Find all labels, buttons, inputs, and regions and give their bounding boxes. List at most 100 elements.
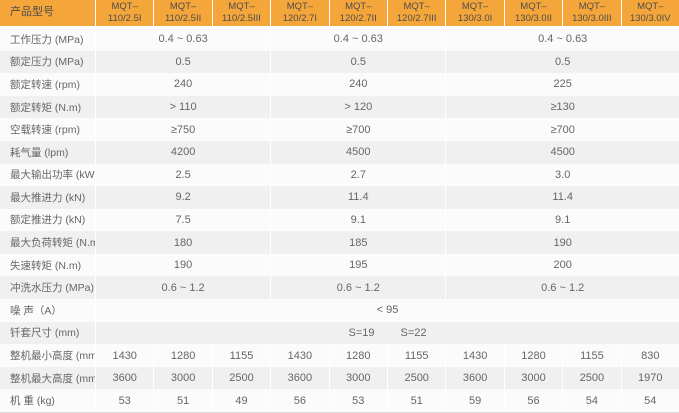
row-label: 最大负荷转矩 (N.m) <box>10 237 95 250</box>
model-prefix: MQT– <box>461 1 489 13</box>
spec-value-group: ≥130 <box>445 95 679 119</box>
table-row: 额定转矩 (N.m) > 110 > 120 ≥130 <box>0 95 679 119</box>
spec-value: 3600 <box>95 366 153 390</box>
spec-value-full: < 95 <box>95 299 679 322</box>
model-suffix: 130/3.0IV <box>629 13 671 24</box>
spec-value-group: 2.5 <box>95 163 270 187</box>
spec-value-group: 4200 <box>95 140 270 164</box>
spec-value-group: 0.6 ~ 1.2 <box>270 276 445 300</box>
row-label: 最大输出功率 (kW) <box>10 169 95 182</box>
spec-value: 1430 <box>95 344 153 367</box>
spec-value-group: 9.1 <box>270 208 445 232</box>
spec-value-group: ≥750 <box>95 118 270 141</box>
spec-value: 2500 <box>211 366 270 390</box>
row-label: 空载转速 (rpm) <box>10 124 80 137</box>
row-label: 额定转矩 (N.m) <box>10 101 82 114</box>
spec-value: 56 <box>503 389 562 412</box>
spec-value: 1280 <box>503 344 562 367</box>
table-row: 额定转速 (rpm) 240 240 225 <box>0 73 679 96</box>
model-prefix: MQT– <box>345 1 372 13</box>
spec-value: 1430 <box>270 344 328 367</box>
model-suffix: 130/3.0I <box>457 13 493 24</box>
spec-value: 1280 <box>328 344 387 367</box>
spec-value: 3000 <box>503 366 562 390</box>
sleeve-size-value: S=22 <box>400 326 427 339</box>
spec-value: 1155 <box>562 344 620 367</box>
table-row: 钎套尺寸 (mm) S=19 S=22 <box>0 321 679 345</box>
spec-value: 49 <box>211 389 270 412</box>
row-label: 失速转矩 (N.m) <box>10 259 82 272</box>
model-prefix: MQT– <box>637 1 664 13</box>
model-suffix: 120/2.7I <box>282 13 318 24</box>
table-row: 失速转矩 (N.m) 190 195 200 <box>0 253 679 277</box>
row-label: 额定推进力 (kN) <box>10 214 86 227</box>
row-label: 额定压力 (MPa) <box>10 56 84 69</box>
sleeve-size-value: S=19 <box>348 326 375 339</box>
table-row: 整机最小高度 (mm) 1430 1280 1155 1430 1280 1155 1430 1… <box>0 344 679 367</box>
spec-value: 1155 <box>387 344 445 367</box>
spec-value-group: 11.4 <box>445 186 679 209</box>
row-label: 噪 声（A） <box>10 304 62 317</box>
model-prefix: MQT– <box>111 1 138 13</box>
spec-value-group: 195 <box>270 253 445 277</box>
model-prefix: MQT– <box>169 1 197 13</box>
row-label: 额定转速 (rpm) <box>10 78 80 91</box>
spec-value: 53 <box>328 389 387 412</box>
spec-value: 3600 <box>270 366 328 390</box>
column-header: MQT– 130/3.0III <box>562 0 621 26</box>
table-row: 噪 声（A） < 95 <box>0 299 679 322</box>
model-suffix: 120/2.7III <box>396 13 437 24</box>
spec-value: 54 <box>562 389 620 412</box>
spec-value-group: 190 <box>95 253 270 277</box>
row-label: 耗气量 (lpm) <box>10 146 69 159</box>
table-row: 最大负荷转矩 (N.m) 180 185 190 <box>0 231 679 254</box>
spec-value: 2500 <box>387 366 445 390</box>
spec-value-group: 0.5 <box>270 50 445 74</box>
model-suffix: 110/2.5I <box>107 13 142 24</box>
spec-value-group: 9.2 <box>95 186 270 209</box>
spec-value-group: 2.7 <box>270 163 445 187</box>
spec-value-group: 180 <box>95 231 270 254</box>
spec-value-group: ≥700 <box>445 118 679 141</box>
column-header: MQT– 120/2.7II <box>328 0 387 26</box>
column-header: MQT– 130/3.0I <box>445 0 504 26</box>
spec-value: 53 <box>95 389 153 412</box>
spec-value: 1970 <box>620 366 679 390</box>
model-suffix: 130/3.0II <box>515 13 552 24</box>
row-label: 整机最大高度 (mm) <box>10 372 95 385</box>
table-row: 最大推进力 (kN) 9.2 11.4 11.4 <box>0 186 679 209</box>
spec-value-group: 0.6 ~ 1.2 <box>95 276 270 300</box>
model-suffix: 130/3.0III <box>572 13 612 24</box>
spec-value-group: 11.4 <box>270 186 445 209</box>
spec-value-group: 0.5 <box>95 50 270 74</box>
spec-value-group: 200 <box>445 253 679 277</box>
column-header: MQT– 120/2.7I <box>270 0 329 26</box>
spec-value-group: 4500 <box>445 140 679 164</box>
model-suffix: 110/2.5III <box>222 13 261 24</box>
spec-value-group: 0.4 ~ 0.63 <box>445 28 679 51</box>
spec-value-group: ≥700 <box>270 118 445 141</box>
model-prefix: MQT– <box>228 1 255 13</box>
spec-value: 1280 <box>153 344 211 367</box>
spec-value-group: 225 <box>445 73 679 96</box>
spec-value: 2500 <box>562 366 620 390</box>
spec-value-group: 3.0 <box>445 163 679 187</box>
spec-value-group: 9.1 <box>445 208 679 232</box>
table-row: 耗气量 (lpm) 4200 4500 4500 <box>0 140 679 164</box>
spec-value: 51 <box>387 389 445 412</box>
spec-value: 54 <box>620 389 679 412</box>
column-header: MQT– 110/2.5II <box>153 0 212 26</box>
column-header: MQT– 120/2.7III <box>387 0 446 26</box>
column-header: MQT– 110/2.5I <box>95 0 154 26</box>
spec-value: 59 <box>445 389 503 412</box>
header-row: 产品型号 MQT– 110/2.5I MQT– 110/2.5II MQT– 110/2.5… <box>0 0 679 28</box>
spec-value-group: > 120 <box>270 95 445 119</box>
row-label: 钎套尺寸 (mm) <box>10 327 80 340</box>
spec-value: 51 <box>153 389 211 412</box>
spec-value-group: 240 <box>270 73 445 96</box>
column-header: MQT– 130/3.0IV <box>620 0 679 26</box>
table-row: 额定压力 (MPa) 0.5 0.5 0.5 <box>0 50 679 74</box>
spec-value: 1155 <box>211 344 270 367</box>
model-suffix: 120/2.7II <box>339 13 377 24</box>
spec-value: 56 <box>270 389 328 412</box>
